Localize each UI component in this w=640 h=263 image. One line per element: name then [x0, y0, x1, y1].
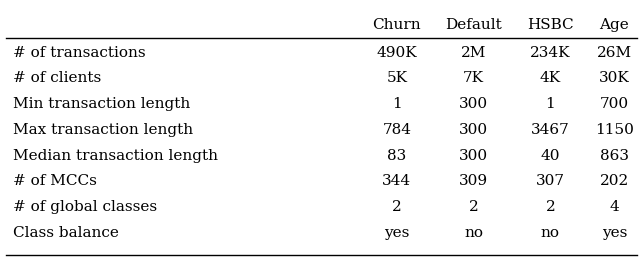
Text: 307: 307	[536, 174, 565, 189]
Text: 40: 40	[541, 149, 560, 163]
Text: 490K: 490K	[376, 45, 417, 60]
Text: 309: 309	[459, 174, 488, 189]
Text: # of clients: # of clients	[13, 71, 101, 85]
Text: Median transaction length: Median transaction length	[13, 149, 218, 163]
Text: no: no	[541, 226, 560, 240]
Text: 300: 300	[459, 123, 488, 137]
Text: no: no	[464, 226, 483, 240]
Text: yes: yes	[384, 226, 410, 240]
Text: 784: 784	[382, 123, 412, 137]
Text: 2: 2	[468, 200, 479, 214]
Text: 7K: 7K	[463, 71, 484, 85]
Text: 300: 300	[459, 97, 488, 111]
Text: 26M: 26M	[597, 45, 632, 60]
Text: Max transaction length: Max transaction length	[13, 123, 193, 137]
Text: Class balance: Class balance	[13, 226, 118, 240]
Text: 1150: 1150	[595, 123, 634, 137]
Text: Min transaction length: Min transaction length	[13, 97, 190, 111]
Text: # of transactions: # of transactions	[13, 45, 145, 60]
Text: 5K: 5K	[387, 71, 407, 85]
Text: 4K: 4K	[540, 71, 561, 85]
Text: 863: 863	[600, 149, 629, 163]
Text: # of MCCs: # of MCCs	[13, 174, 97, 189]
Text: Default: Default	[445, 18, 502, 32]
Text: 3467: 3467	[531, 123, 570, 137]
Text: 1: 1	[545, 97, 556, 111]
Text: # of global classes: # of global classes	[13, 200, 157, 214]
Text: Age: Age	[600, 18, 629, 32]
Text: 234K: 234K	[530, 45, 571, 60]
Text: 202: 202	[600, 174, 629, 189]
Text: 83: 83	[387, 149, 406, 163]
Text: 700: 700	[600, 97, 629, 111]
Text: 2: 2	[545, 200, 556, 214]
Text: 2M: 2M	[461, 45, 486, 60]
Text: Churn: Churn	[372, 18, 421, 32]
Text: 30K: 30K	[599, 71, 630, 85]
Text: 4: 4	[609, 200, 620, 214]
Text: yes: yes	[602, 226, 627, 240]
Text: 344: 344	[382, 174, 412, 189]
Text: HSBC: HSBC	[527, 18, 573, 32]
Text: 300: 300	[459, 149, 488, 163]
Text: 1: 1	[392, 97, 402, 111]
Text: 2: 2	[392, 200, 402, 214]
